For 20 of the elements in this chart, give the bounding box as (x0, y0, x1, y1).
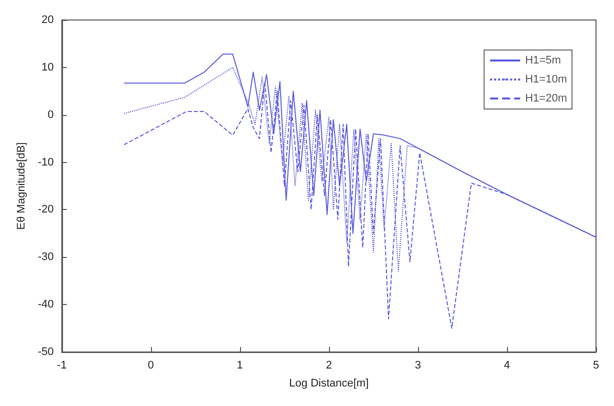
y-axis-title: Eθ Magnitude[dB] (16, 142, 28, 230)
y-tick-label: -40 (38, 298, 54, 311)
x-tick-label: 1 (236, 360, 243, 372)
x-tick-label: 4 (504, 360, 510, 372)
x-axis-title: Log Distance[m] (289, 378, 369, 390)
x-tick-label: -1 (56, 360, 67, 372)
y-tick-label: -50 (38, 346, 54, 358)
y-tick-label: 20 (42, 14, 54, 26)
y-tick-label: -30 (38, 251, 54, 264)
y-tick-label: 0 (48, 108, 54, 121)
x-tick-label: 2 (326, 360, 332, 372)
x-tick-label: 3 (414, 360, 421, 372)
legend-label: H1=10m (525, 74, 568, 86)
y-tick-label: 10 (42, 61, 54, 74)
y-tick-label: -10 (38, 156, 54, 168)
y-tick-label: -20 (38, 204, 54, 216)
x-tick-label: 0 (148, 360, 154, 372)
legend-label: H1=20m (525, 92, 568, 104)
legend-label: H1=5m (525, 54, 561, 66)
x-tick-label: 5 (592, 360, 600, 372)
